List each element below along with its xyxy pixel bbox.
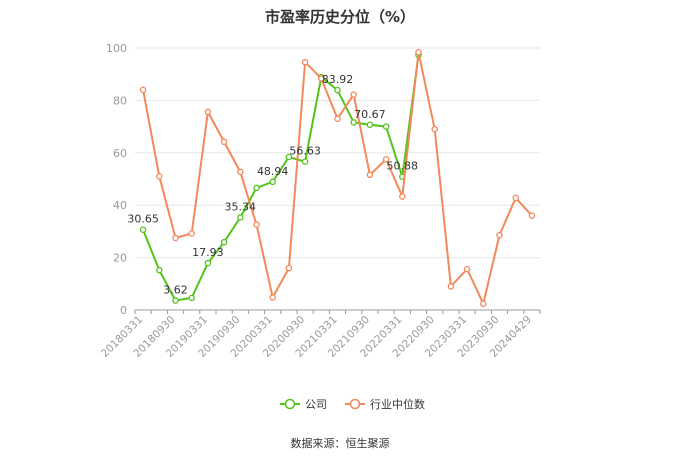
industry-median-data-point xyxy=(220,138,228,146)
industry-median-data-point xyxy=(253,221,260,228)
data-source-note: 数据来源：恒生聚源 xyxy=(290,437,390,450)
company-data-label: 50.88 xyxy=(387,160,419,173)
industry-median-data-point xyxy=(269,294,276,301)
industry-median-data-point xyxy=(156,173,163,180)
industry-median-data-point xyxy=(431,125,438,133)
company-data-label: 3.62 xyxy=(163,284,188,297)
legend-item-company[interactable]: 公司 xyxy=(280,398,327,411)
industry-median-data-point xyxy=(512,194,519,202)
industry-median-data-point xyxy=(463,265,471,273)
legend-label: 行业中位数 xyxy=(370,397,425,411)
industry-median-data-point xyxy=(399,193,406,200)
y-tick-label: 0 xyxy=(120,304,127,317)
industry-median-data-point xyxy=(528,212,536,219)
company-data-point xyxy=(220,238,228,246)
company-data-point xyxy=(350,119,357,126)
legend-swatch-marker xyxy=(349,398,361,410)
y-tick-label: 80 xyxy=(113,94,127,107)
industry-median-data-point xyxy=(204,108,212,116)
industry-median-data-point xyxy=(480,300,487,307)
industry-median-data-point xyxy=(285,264,293,272)
company-data-label: 30.65 xyxy=(127,213,159,226)
industry-median-data-point xyxy=(415,48,422,56)
company-data-point xyxy=(204,259,212,267)
y-tick-label: 100 xyxy=(106,42,127,55)
company-data-point xyxy=(139,226,147,233)
industry-median-data-point xyxy=(496,231,503,239)
company-series-line xyxy=(142,54,420,302)
company-data-point xyxy=(269,178,276,186)
company-data-label: 17.93 xyxy=(192,246,224,259)
company-data-label: 56.63 xyxy=(289,145,321,158)
industry-median-data-point xyxy=(139,86,147,94)
y-tick-label: 20 xyxy=(113,252,127,265)
industry-median-data-point xyxy=(382,156,390,163)
company-data-point xyxy=(156,266,163,274)
industry-median-data-point xyxy=(172,234,179,242)
company-data-point xyxy=(172,297,179,304)
chart-title: 市盈率历史分位（%） xyxy=(264,8,416,26)
industry-median-data-point xyxy=(366,171,374,179)
industry-median-data-point xyxy=(334,115,341,122)
industry-median-data-point xyxy=(237,168,244,176)
company-data-point xyxy=(366,121,374,129)
company-data-point xyxy=(237,214,244,221)
company-data-point xyxy=(301,158,309,165)
y-tick-label: 60 xyxy=(113,147,127,160)
industry-median-data-point xyxy=(447,283,455,290)
company-data-point xyxy=(188,294,195,302)
industry-median-data-point xyxy=(318,75,325,82)
industry-median-data-point xyxy=(188,230,195,237)
company-data-label: 35.34 xyxy=(225,200,257,213)
company-data-label: 83.92 xyxy=(322,73,354,86)
industry-median-data-point xyxy=(350,91,357,98)
company-data-point xyxy=(334,86,341,94)
industry-median-data-point xyxy=(301,58,309,66)
company-data-point xyxy=(285,153,293,161)
company-data-label: 70.67 xyxy=(354,108,386,121)
legend-label: 公司 xyxy=(305,398,327,411)
legend-swatch-marker xyxy=(284,398,296,410)
company-data-label: 48.94 xyxy=(257,165,289,178)
legend-item-industry-median[interactable]: 行业中位数 xyxy=(345,397,425,411)
y-tick-label: 40 xyxy=(113,199,127,212)
company-data-point xyxy=(382,123,390,130)
company-data-point xyxy=(253,184,260,192)
